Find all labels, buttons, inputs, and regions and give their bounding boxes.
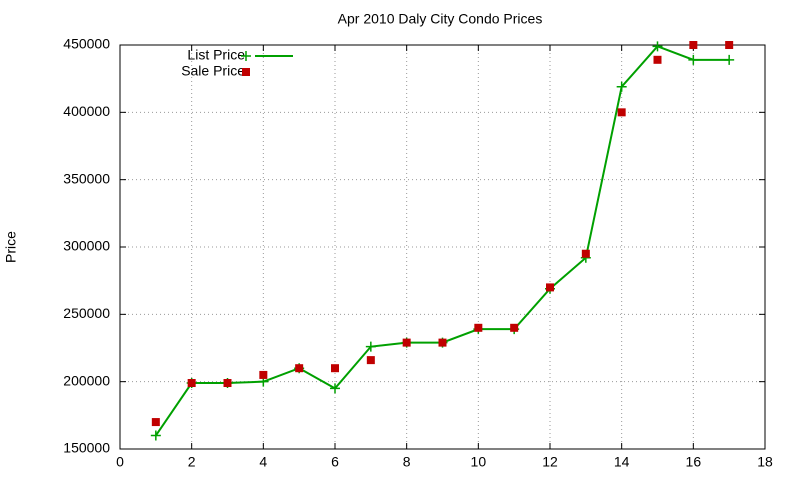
point	[474, 323, 483, 332]
point	[242, 68, 250, 76]
point	[223, 379, 232, 388]
point	[150, 430, 161, 441]
point	[653, 55, 662, 64]
point	[617, 108, 626, 117]
point	[652, 41, 663, 52]
legend-label: Sale Price	[181, 63, 245, 79]
x-tick-label: 6	[331, 454, 339, 470]
point	[546, 283, 554, 292]
point	[688, 54, 699, 65]
point	[724, 54, 735, 65]
x-tick-label: 16	[686, 454, 702, 470]
point	[365, 341, 376, 352]
point	[725, 41, 734, 49]
point	[151, 418, 160, 427]
x-tick-label: 0	[116, 454, 124, 470]
point	[331, 364, 339, 373]
y-tick-label: 300000	[63, 238, 110, 254]
y-tick-label: 200000	[63, 372, 110, 388]
point	[366, 356, 375, 365]
plot-border	[119, 44, 766, 450]
y-tick-label: 150000	[63, 440, 110, 456]
point	[689, 41, 698, 49]
x-tick-label: 14	[614, 454, 630, 470]
y-tick-label: 350000	[63, 170, 110, 186]
point	[241, 51, 251, 61]
legend-label: List Price	[187, 47, 245, 63]
y-tick-label: 400000	[63, 103, 110, 119]
y-tick-label: 450000	[63, 36, 110, 52]
point	[510, 323, 519, 332]
x-tick-label: 8	[403, 454, 411, 470]
point	[187, 379, 196, 388]
x-tick-label: 10	[471, 454, 487, 470]
point	[330, 383, 340, 394]
point	[295, 364, 304, 373]
x-tick-label: 4	[259, 454, 267, 470]
point	[438, 338, 447, 347]
x-tick-label: 12	[542, 454, 558, 470]
point	[616, 81, 627, 92]
chart-title: Apr 2010 Daly City Condo Prices	[338, 11, 543, 27]
point	[402, 338, 411, 347]
y-tick-label: 250000	[63, 305, 110, 321]
point	[259, 370, 268, 379]
x-tick-label: 2	[188, 454, 196, 470]
x-tick-label: 18	[757, 454, 773, 470]
y-axis-label: Price	[3, 231, 19, 263]
point	[581, 249, 590, 258]
